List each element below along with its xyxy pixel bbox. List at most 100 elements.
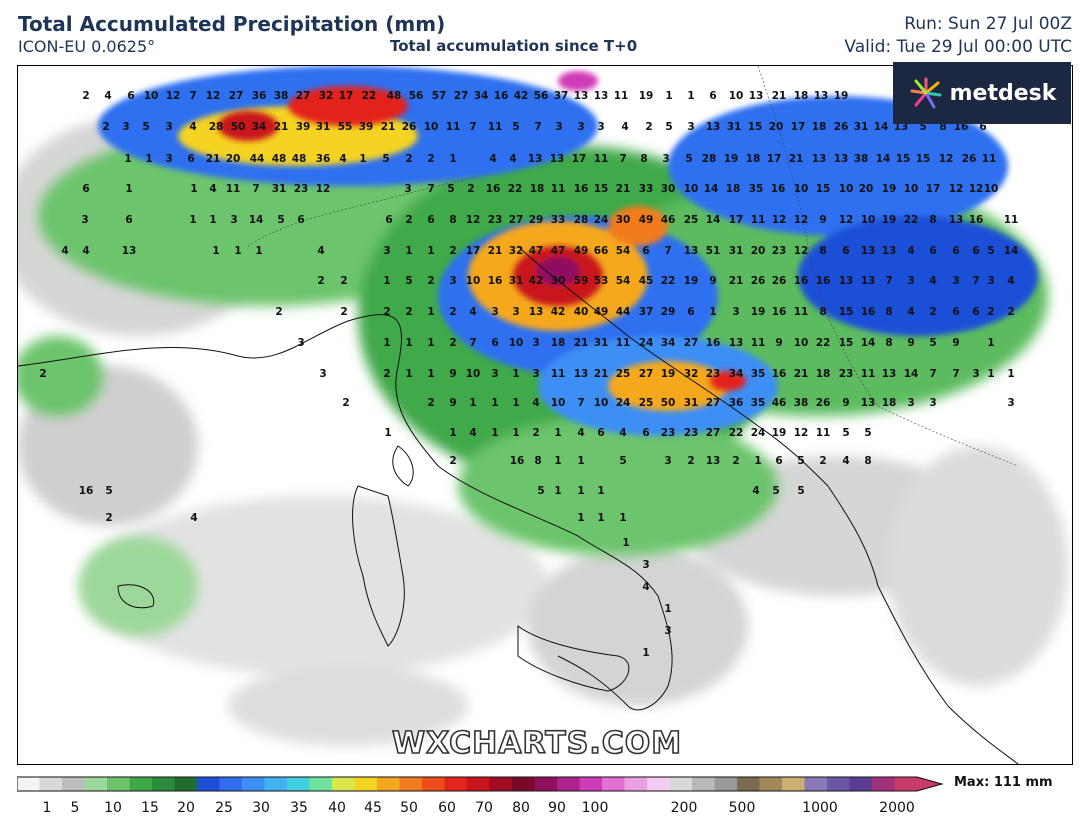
precip-value: 22	[362, 90, 377, 102]
scale-swatch	[444, 777, 468, 791]
precip-value: 5	[797, 485, 804, 497]
precip-value: 16	[794, 275, 809, 287]
precip-value: 1	[145, 153, 152, 165]
precip-value: 34	[474, 90, 489, 102]
precip-value: 21	[772, 90, 787, 102]
precip-value: 1	[212, 245, 219, 257]
precip-value: 25	[684, 214, 699, 226]
precip-value-labels: 2 4 6 10 12 7 12 27 36 38 27 32 17 22 48 56 57 27 34 16 42 56…	[39, 90, 1018, 659]
precip-value: 9	[842, 397, 849, 409]
precip-value: 5	[685, 153, 692, 165]
precip-value: 2	[405, 306, 412, 318]
precip-value: 44	[616, 306, 631, 318]
precip-value: 11	[616, 337, 631, 349]
precip-value: 4	[61, 245, 68, 257]
precip-value: 31	[729, 245, 744, 257]
precip-value: 13	[528, 153, 543, 165]
precip-value: 3	[491, 368, 498, 380]
precipitation-map: 2 4 6 10 12 7 12 27 36 38 27 32 17 22 48 56 57 27 34 16 42 56…	[17, 65, 1073, 765]
precip-value: 10	[424, 121, 439, 133]
precip-value: 37	[639, 306, 654, 318]
precip-value: 1	[449, 153, 456, 165]
precip-value: 21	[274, 121, 289, 133]
precip-value: 8	[819, 245, 826, 257]
precip-value: 3	[907, 397, 914, 409]
precip-value: 1	[359, 153, 366, 165]
scale-swatch	[287, 777, 310, 791]
precip-value: 17	[466, 245, 481, 257]
precip-value: 28	[574, 214, 589, 226]
precip-value: 15	[748, 121, 763, 133]
precip-value: 10	[861, 214, 876, 226]
precip-value: 13	[861, 245, 876, 257]
metdesk-burst-icon	[910, 77, 942, 109]
precip-value: 3	[597, 121, 604, 133]
precip-value: 13	[574, 368, 589, 380]
precip-value: 22	[661, 275, 676, 287]
precip-value: 1	[1007, 368, 1014, 380]
precip-value: 19	[639, 90, 654, 102]
precip-value: 31	[316, 121, 331, 133]
precip-value: 2	[405, 214, 412, 226]
precip-value: 3	[664, 455, 671, 467]
scale-swatch	[62, 777, 85, 791]
precip-value: 1	[234, 245, 241, 257]
precip-value: 31	[854, 121, 869, 133]
precip-value: 44	[250, 153, 265, 165]
precip-value: 13	[594, 90, 609, 102]
precip-value: 7	[469, 337, 476, 349]
precip-value: 35	[751, 397, 766, 409]
precip-value: 2	[449, 306, 456, 318]
precip-value: 1	[383, 275, 390, 287]
precip-value: 3	[987, 275, 994, 287]
precip-value: 21	[594, 368, 609, 380]
precip-value: 1	[491, 397, 498, 409]
scale-swatch	[759, 777, 783, 791]
color-scale-bar	[17, 776, 944, 792]
precip-value: 11	[551, 183, 566, 195]
precip-value: 13	[550, 153, 565, 165]
precip-value: 27	[639, 368, 654, 380]
precip-value: 8	[885, 306, 892, 318]
precip-value: 23	[706, 368, 721, 380]
precip-value: 14	[904, 368, 919, 380]
precip-value: 33	[639, 183, 654, 195]
precip-value: 26	[402, 121, 417, 133]
precip-value: 14	[704, 183, 719, 195]
scale-swatch	[827, 777, 850, 791]
precip-value: 23	[772, 245, 787, 257]
precip-value: 6	[427, 214, 434, 226]
precip-value: 25	[639, 397, 654, 409]
precip-value: 5	[277, 214, 284, 226]
precip-value: 13	[894, 121, 909, 133]
precip-value: 6	[775, 455, 782, 467]
scale-swatch	[242, 777, 265, 791]
precip-value: 31	[509, 275, 524, 287]
precip-value: 48	[272, 153, 287, 165]
precip-value: 19	[684, 275, 699, 287]
precip-value: 31	[684, 397, 699, 409]
precip-value: 2	[427, 153, 434, 165]
scale-swatch	[534, 777, 558, 791]
precip-value: 6	[127, 90, 134, 102]
precip-value: 1	[427, 368, 434, 380]
precip-value: 3	[512, 306, 519, 318]
precip-value: 2	[732, 455, 739, 467]
precip-value: 23	[839, 368, 854, 380]
precip-value: 30	[551, 275, 566, 287]
precip-value: 12	[839, 214, 854, 226]
precip-value: 21	[789, 153, 804, 165]
precip-value: 42	[551, 306, 566, 318]
precip-value: 15	[839, 337, 854, 349]
precip-value: 1	[190, 183, 197, 195]
precip-value: 34	[729, 368, 744, 380]
precip-value: 6	[642, 245, 649, 257]
precip-value: 19	[751, 306, 766, 318]
scale-swatch	[422, 777, 445, 791]
precip-value: 1	[577, 512, 584, 524]
precip-value: 4	[317, 245, 324, 257]
precip-value: 59	[574, 275, 589, 287]
precip-value: 4	[752, 485, 759, 497]
precip-value: 57	[432, 90, 447, 102]
scale-swatch	[354, 777, 378, 791]
